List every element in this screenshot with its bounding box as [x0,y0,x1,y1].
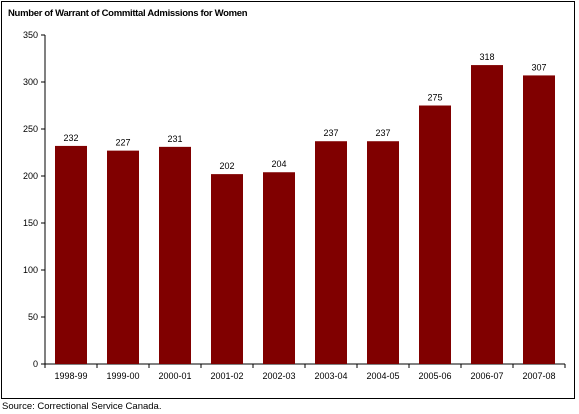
bar-value-label: 202 [219,161,234,171]
bar-value-label: 318 [479,52,494,62]
y-tick-label: 200 [23,171,38,181]
bar [263,172,295,364]
y-tick-label: 50 [28,312,38,322]
y-tick-label: 0 [33,359,38,369]
bar-value-label: 275 [427,93,442,103]
x-tick-label: 2000-01 [158,371,191,381]
y-tick-label: 250 [23,124,38,134]
bar [419,105,451,364]
bar [55,145,87,364]
bar [107,150,139,364]
source-note: Source: Correctional Service Canada. [2,401,162,412]
x-tick-label: 2007-08 [522,371,555,381]
bar [367,141,399,364]
bar [159,146,191,364]
bar [211,174,243,364]
bar-value-label: 231 [167,134,182,144]
bar [315,141,347,364]
x-tick-label: 2005-06 [418,371,451,381]
y-tick-label: 100 [23,265,38,275]
y-tick-label: 150 [23,218,38,228]
x-tick-label: 2006-07 [470,371,503,381]
bar-chart: 0 50 100 150 200 250 300 350 232 1998-99 227 1999-0… [23,30,566,381]
bar-value-label: 204 [271,159,286,169]
x-tick-label: 1999-00 [106,371,139,381]
x-tick-label: 2003-04 [314,371,347,381]
x-tick-label: 2002-03 [262,371,295,381]
bar-value-label: 232 [63,133,78,143]
bar-value-label: 237 [323,128,338,138]
bar-value-label: 237 [375,128,390,138]
bar [471,65,503,364]
y-tick-label: 300 [23,77,38,87]
x-tick-label: 2001-02 [210,371,243,381]
bar [523,75,555,365]
x-tick-label: 1998-99 [54,371,87,381]
x-tick-label: 2004-05 [366,371,399,381]
chart-title: Number of Warrant of Committal Admission… [8,8,248,19]
y-tick-label: 350 [23,30,38,40]
bar-value-label: 227 [115,138,130,148]
bar-value-label: 307 [531,62,546,72]
